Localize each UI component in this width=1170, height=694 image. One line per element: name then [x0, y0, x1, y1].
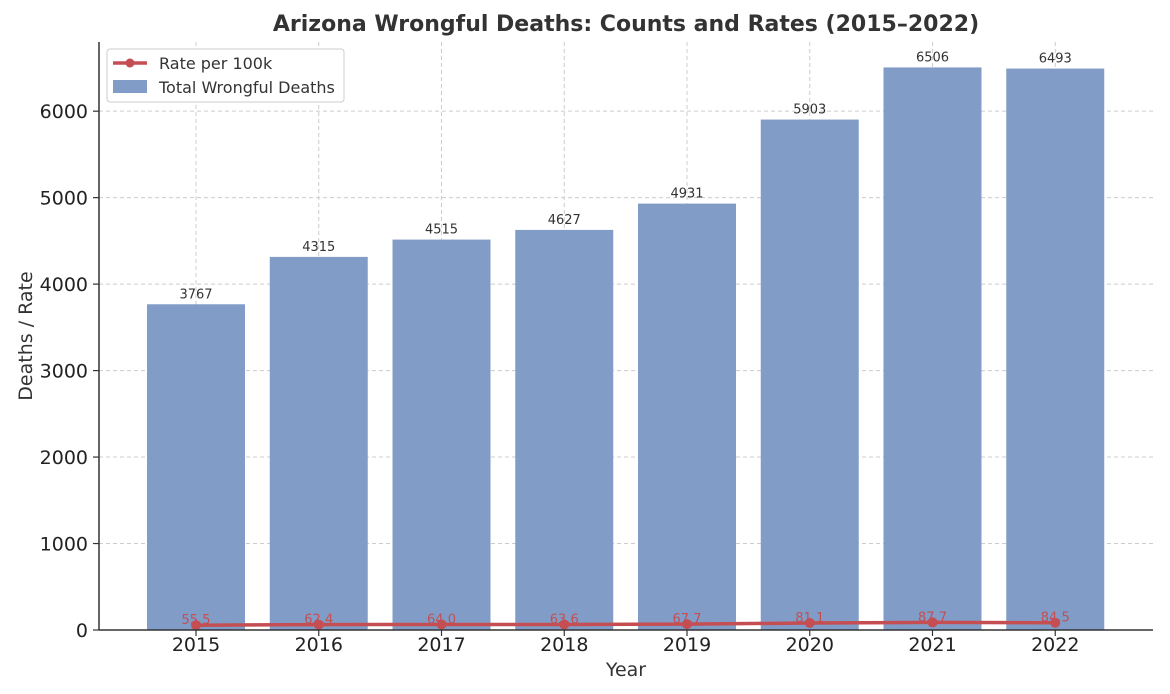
rate-point — [191, 620, 201, 631]
rate-value-label: 62.4 — [304, 613, 333, 628]
bars — [147, 67, 1105, 631]
bar — [760, 119, 859, 630]
y-tick-label: 4000 — [40, 274, 88, 296]
y-axis-label: Deaths / Rate — [15, 271, 37, 400]
y-tick-label: 2000 — [40, 447, 88, 469]
bar — [1006, 68, 1105, 631]
rate-point — [682, 619, 692, 630]
rate-value-label: 55.5 — [182, 613, 211, 628]
bar-value-label: 6493 — [1039, 52, 1072, 67]
rate-point — [927, 617, 938, 628]
bar-value-label: 4515 — [425, 223, 458, 238]
x-tick-label: 2020 — [786, 634, 834, 656]
rate-value-label: 67.7 — [673, 612, 702, 627]
legend: Rate per 100k Total Wrongful Deaths — [106, 48, 345, 103]
bar-value-label: 4627 — [548, 213, 581, 228]
bar-value-label: 3767 — [179, 287, 212, 302]
bar — [269, 256, 368, 630]
y-tick-label: 6000 — [40, 101, 88, 123]
bar — [883, 67, 982, 630]
x-tick-label: 2015 — [172, 634, 220, 656]
rate-line — [191, 617, 1061, 631]
bar — [392, 239, 491, 630]
bar — [147, 304, 245, 630]
x-tick-label: 2019 — [663, 634, 711, 656]
bar — [515, 229, 614, 631]
x-tick-label: 2022 — [1031, 634, 1079, 656]
legend-line-marker — [125, 58, 135, 68]
x-tick-label: 2016 — [295, 634, 343, 656]
bar-value-label: 4315 — [302, 240, 335, 255]
x-tick-label: 2021 — [908, 634, 956, 656]
y-tick-label: 1000 — [40, 534, 88, 556]
bar-value-label: 5903 — [793, 103, 826, 118]
rate-point — [559, 619, 570, 630]
legend-bar-swatch — [113, 80, 147, 93]
legend-rate-label: Rate per 100k — [159, 54, 273, 73]
bar — [638, 203, 736, 630]
x-axis-label: Year — [605, 659, 646, 681]
rate-point — [313, 619, 324, 630]
legend-box — [106, 48, 345, 103]
legend-deaths-label: Total Wrongful Deaths — [158, 78, 335, 97]
bar-value-label: 6506 — [916, 50, 949, 65]
y-tick-label: 0 — [76, 620, 88, 642]
rate-value-label: 84.5 — [1041, 611, 1070, 626]
rate-point — [436, 619, 447, 630]
rate-point — [804, 617, 815, 628]
rate-series-line — [195, 620, 1056, 627]
x-tick-label: 2017 — [417, 634, 465, 656]
axis-ticks: 0 1000 2000 3000 4000 5000 6000 2015 2016 2017 201… — [40, 101, 1080, 656]
grid — [99, 42, 1153, 631]
rate-value-label: 87.7 — [918, 610, 947, 625]
rate-value-label: 63.6 — [550, 613, 579, 628]
x-tick-label: 2018 — [540, 634, 588, 656]
chart-title: Arizona Wrongful Deaths: Counts and Rate… — [273, 12, 979, 37]
data-labels: 3767 4315 4515 4627 4931 5903 6506 6493 55.5 62.4… — [179, 50, 1071, 628]
rate-point — [1050, 617, 1061, 628]
rate-value-label: 81.1 — [795, 611, 824, 626]
y-tick-label: 5000 — [40, 188, 88, 210]
rate-value-label: 64.0 — [427, 612, 456, 627]
y-tick-label: 3000 — [40, 361, 88, 383]
bar-value-label: 4931 — [670, 187, 703, 202]
